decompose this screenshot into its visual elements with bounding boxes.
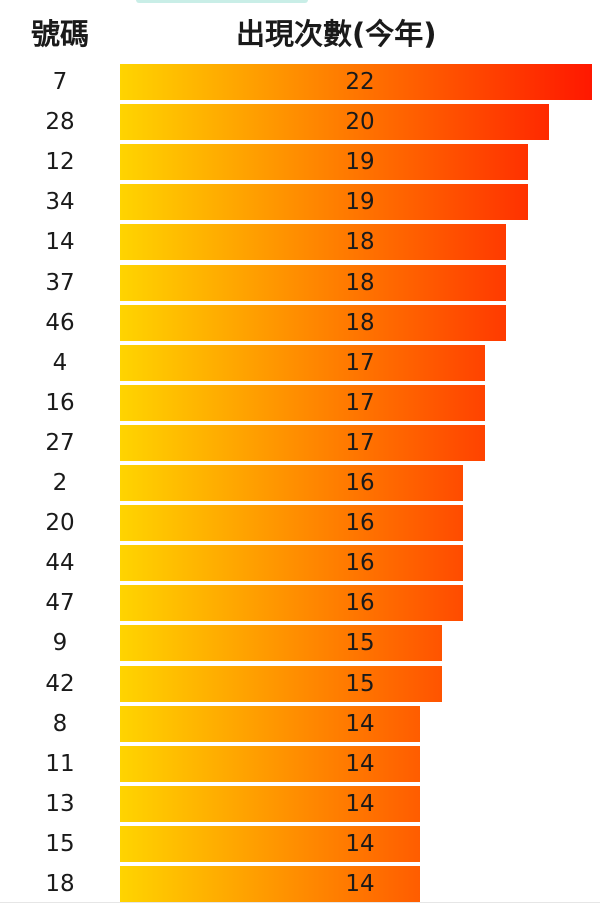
frequency-bar	[120, 866, 421, 902]
frequency-bar	[120, 706, 421, 742]
count-value-label: 15	[345, 671, 375, 697]
number-label: 14	[45, 229, 75, 255]
count-value-label: 17	[345, 430, 375, 456]
frequency-bar	[120, 345, 485, 381]
bar-row: 2 16	[0, 465, 600, 501]
count-value-label: 17	[345, 350, 375, 376]
bar-row: 27 17	[0, 425, 600, 461]
top-accent-strip	[136, 0, 308, 3]
bar-row: 18 14	[0, 866, 600, 902]
bar-row: 9 15	[0, 625, 600, 661]
bar-row: 16 17	[0, 385, 600, 421]
number-label: 46	[45, 310, 75, 336]
number-label: 16	[45, 390, 75, 416]
count-value-label: 14	[345, 871, 375, 897]
count-value-label: 17	[345, 390, 375, 416]
bar-row: 20 16	[0, 505, 600, 541]
frequency-bar	[120, 545, 464, 581]
number-label: 37	[45, 270, 75, 296]
bar-row: 37 18	[0, 265, 600, 301]
count-value-label: 16	[345, 470, 375, 496]
count-value-label: 22	[345, 69, 375, 95]
count-value-label: 18	[345, 229, 375, 255]
number-label: 4	[52, 350, 68, 376]
number-column-header: 號碼	[30, 17, 89, 51]
frequency-bar	[120, 104, 550, 140]
count-value-label: 18	[345, 310, 375, 336]
number-label: 7	[52, 69, 68, 95]
bar-row: 8 14	[0, 706, 600, 742]
bar-row: 42 15	[0, 666, 600, 702]
frequency-bar	[120, 465, 464, 501]
count-value-label: 14	[345, 751, 375, 777]
number-label: 15	[45, 831, 75, 857]
number-label: 12	[45, 149, 75, 175]
number-label: 18	[45, 871, 75, 897]
count-value-label: 16	[345, 510, 375, 536]
number-label: 9	[52, 630, 68, 656]
count-value-label: 19	[345, 189, 375, 215]
number-label: 47	[45, 590, 75, 616]
count-value-label: 14	[345, 791, 375, 817]
count-value-label: 16	[345, 590, 375, 616]
bar-row: 12 19	[0, 144, 600, 180]
bar-row: 13 14	[0, 786, 600, 822]
frequency-bar	[120, 505, 464, 541]
frequency-bar	[120, 425, 485, 461]
frequency-bar	[120, 305, 507, 341]
frequency-bar	[120, 184, 528, 220]
bar-row: 7 22	[0, 64, 600, 100]
bar-row: 11 14	[0, 746, 600, 782]
count-value-label: 16	[345, 550, 375, 576]
number-label: 44	[45, 550, 75, 576]
frequency-bar	[120, 746, 421, 782]
bar-row: 4 17	[0, 345, 600, 381]
bar-row: 44 16	[0, 545, 600, 581]
frequency-bar	[120, 144, 528, 180]
count-value-label: 19	[345, 149, 375, 175]
frequency-bar	[120, 385, 485, 421]
count-value-label: 15	[345, 630, 375, 656]
number-label: 20	[45, 510, 75, 536]
bar-row: 28 20	[0, 104, 600, 140]
bar-row: 47 16	[0, 585, 600, 621]
frequency-bar	[120, 265, 507, 301]
frequency-bar	[120, 224, 507, 260]
number-label: 13	[45, 791, 75, 817]
bar-row: 34 19	[0, 184, 600, 220]
number-label: 8	[52, 711, 68, 737]
number-label: 42	[45, 671, 75, 697]
number-label: 27	[45, 430, 75, 456]
bar-row: 46 18	[0, 305, 600, 341]
number-label: 2	[52, 470, 68, 496]
frequency-bar	[120, 786, 421, 822]
frequency-bar	[120, 826, 421, 862]
frequency-bar	[120, 666, 442, 702]
number-label: 34	[45, 189, 75, 215]
bar-row: 15 14	[0, 826, 600, 862]
number-label: 28	[45, 109, 75, 135]
count-value-label: 18	[345, 270, 375, 296]
frequency-bar	[120, 625, 442, 661]
bottom-divider	[0, 902, 600, 903]
frequency-bar	[120, 585, 464, 621]
count-column-header: 出現次數(今年)	[236, 17, 437, 51]
bar-row: 14 18	[0, 224, 600, 260]
frequency-bar	[120, 64, 592, 100]
count-value-label: 20	[345, 109, 375, 135]
count-value-label: 14	[345, 711, 375, 737]
count-value-label: 14	[345, 831, 375, 857]
number-label: 11	[45, 751, 75, 777]
